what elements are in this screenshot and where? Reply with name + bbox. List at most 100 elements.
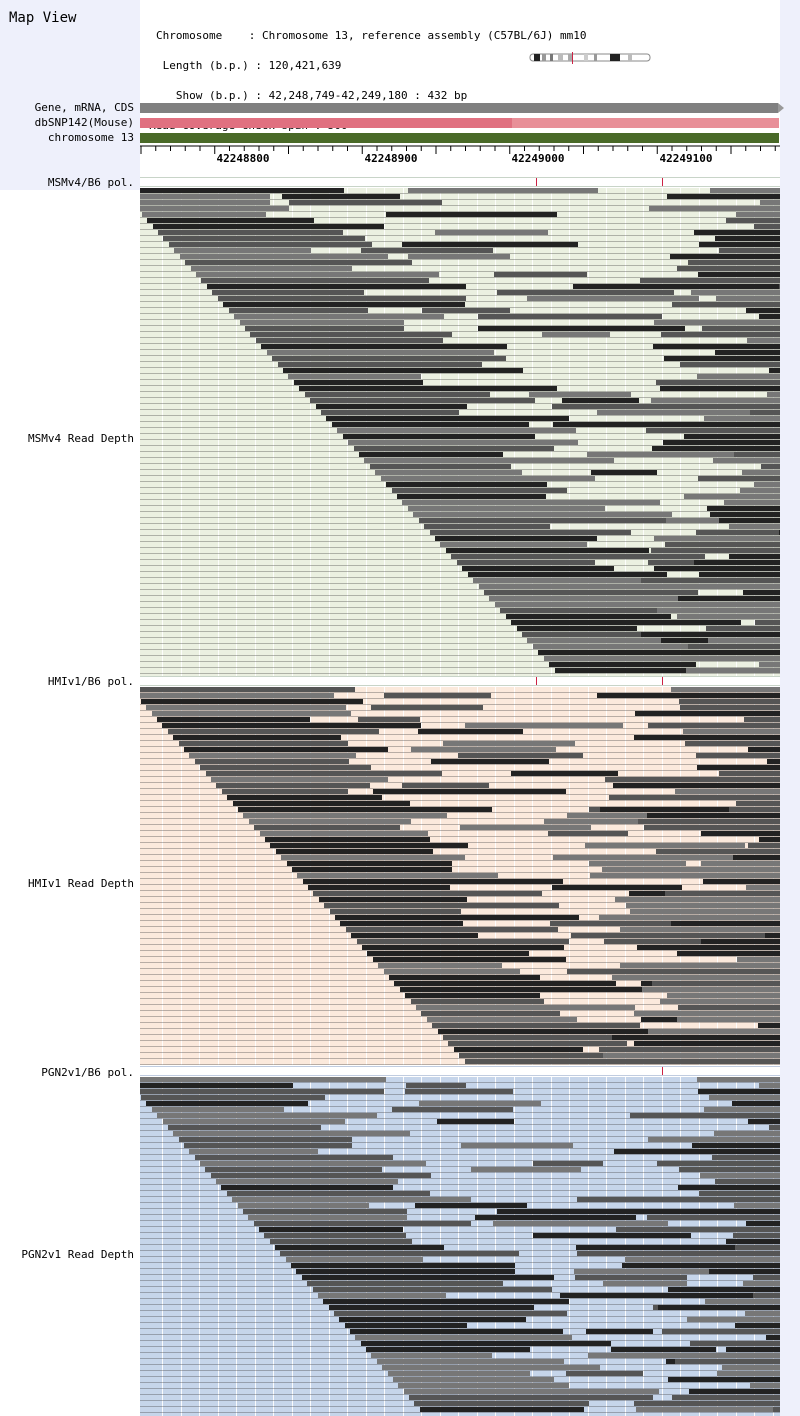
sequence-read[interactable] bbox=[613, 783, 780, 788]
sequence-read[interactable] bbox=[656, 849, 780, 854]
sequence-read[interactable] bbox=[634, 1041, 780, 1046]
sequence-read[interactable] bbox=[382, 1365, 600, 1370]
sequence-read[interactable] bbox=[694, 230, 780, 235]
sequence-read[interactable] bbox=[719, 248, 780, 253]
sequence-read[interactable] bbox=[207, 284, 466, 289]
sequence-read[interactable] bbox=[460, 825, 591, 830]
snp-track-bar[interactable] bbox=[140, 118, 512, 128]
sequence-read[interactable] bbox=[179, 741, 348, 746]
sequence-read[interactable] bbox=[437, 1119, 514, 1124]
sequence-read[interactable] bbox=[392, 488, 567, 493]
sequence-read[interactable] bbox=[685, 741, 780, 746]
sequence-read[interactable] bbox=[603, 1281, 687, 1286]
sequence-read[interactable] bbox=[184, 747, 388, 752]
sequence-read[interactable] bbox=[533, 644, 780, 649]
sequence-read[interactable] bbox=[754, 482, 780, 487]
sequence-read[interactable] bbox=[462, 566, 614, 571]
sequence-read[interactable] bbox=[707, 506, 780, 511]
sequence-read[interactable] bbox=[676, 1401, 780, 1406]
sequence-read[interactable] bbox=[296, 1269, 515, 1274]
sequence-read[interactable] bbox=[361, 248, 493, 253]
sequence-read[interactable] bbox=[714, 1131, 780, 1136]
sequence-read[interactable] bbox=[732, 1101, 780, 1106]
sequence-read[interactable] bbox=[227, 1191, 430, 1196]
sequence-read[interactable] bbox=[140, 206, 289, 211]
sequence-read[interactable] bbox=[321, 410, 459, 415]
sequence-read[interactable] bbox=[767, 759, 780, 764]
sequence-read[interactable] bbox=[493, 1221, 668, 1226]
sequence-read[interactable] bbox=[189, 753, 356, 758]
sequence-read[interactable] bbox=[740, 488, 780, 493]
sequence-read[interactable] bbox=[330, 909, 461, 914]
sequence-read[interactable] bbox=[294, 380, 423, 385]
sequence-read[interactable] bbox=[679, 1167, 780, 1172]
sequence-read[interactable] bbox=[367, 951, 529, 956]
sequence-read[interactable] bbox=[745, 1311, 780, 1316]
sequence-read[interactable] bbox=[184, 1143, 352, 1148]
sequence-read[interactable] bbox=[200, 1161, 426, 1166]
sequence-read[interactable] bbox=[769, 1125, 780, 1130]
sequence-read[interactable] bbox=[371, 1353, 492, 1358]
sequence-read[interactable] bbox=[611, 1347, 716, 1352]
sequence-read[interactable] bbox=[653, 344, 780, 349]
sequence-read[interactable] bbox=[683, 729, 780, 734]
sequence-read[interactable] bbox=[680, 362, 780, 367]
sequence-read[interactable] bbox=[759, 662, 780, 667]
sequence-read[interactable] bbox=[332, 422, 529, 427]
sequence-read[interactable] bbox=[686, 668, 780, 673]
sequence-read[interactable] bbox=[307, 1281, 503, 1286]
sequence-read[interactable] bbox=[573, 284, 779, 289]
sequence-read[interactable] bbox=[361, 1341, 611, 1346]
sequence-read[interactable] bbox=[378, 963, 502, 968]
sequence-read[interactable] bbox=[243, 1209, 407, 1214]
sequence-read[interactable] bbox=[299, 386, 557, 391]
sequence-read[interactable] bbox=[677, 614, 780, 619]
sequence-read[interactable] bbox=[173, 735, 341, 740]
sequence-read[interactable] bbox=[684, 434, 780, 439]
sequence-read[interactable] bbox=[339, 1317, 526, 1322]
sequence-read[interactable] bbox=[500, 608, 715, 613]
sequence-read[interactable] bbox=[174, 248, 311, 253]
sequence-read[interactable] bbox=[140, 687, 355, 692]
sequence-read[interactable] bbox=[153, 224, 384, 229]
sequence-read[interactable] bbox=[140, 1077, 386, 1082]
sequence-read[interactable] bbox=[678, 596, 780, 601]
polymorphism-mark[interactable] bbox=[536, 178, 537, 186]
sequence-read[interactable] bbox=[702, 326, 780, 331]
sequence-read[interactable] bbox=[766, 1335, 780, 1340]
sequence-read[interactable] bbox=[256, 338, 443, 343]
sequence-read[interactable] bbox=[736, 212, 780, 217]
sequence-read[interactable] bbox=[427, 1017, 577, 1022]
sequence-read[interactable] bbox=[506, 614, 671, 619]
sequence-read[interactable] bbox=[278, 362, 482, 367]
sequence-read[interactable] bbox=[465, 1059, 674, 1064]
sequence-read[interactable] bbox=[218, 296, 466, 301]
sequence-read[interactable] bbox=[630, 1113, 780, 1118]
sequence-read[interactable] bbox=[168, 1125, 321, 1130]
polymorphism-mark[interactable] bbox=[662, 178, 663, 186]
sequence-read[interactable] bbox=[451, 554, 705, 559]
sequence-read[interactable] bbox=[544, 656, 700, 661]
sequence-read[interactable] bbox=[646, 428, 780, 433]
sequence-read[interactable] bbox=[250, 332, 452, 337]
sequence-read[interactable] bbox=[291, 1263, 515, 1268]
sequence-read[interactable] bbox=[737, 957, 780, 962]
sequence-read[interactable] bbox=[656, 380, 780, 385]
sequence-read[interactable] bbox=[232, 1197, 471, 1202]
sequence-read[interactable] bbox=[158, 230, 343, 235]
sequence-read[interactable] bbox=[562, 398, 639, 403]
sequence-read[interactable] bbox=[696, 530, 779, 535]
sequence-read[interactable] bbox=[761, 464, 780, 469]
polymorphism-mark[interactable] bbox=[662, 1067, 663, 1075]
sequence-read[interactable] bbox=[289, 200, 442, 205]
sequence-read[interactable] bbox=[261, 344, 507, 349]
sequence-read[interactable] bbox=[272, 356, 506, 361]
sequence-read[interactable] bbox=[405, 993, 540, 998]
sequence-read[interactable] bbox=[679, 699, 780, 704]
sequence-read[interactable] bbox=[377, 1359, 564, 1364]
sequence-read[interactable] bbox=[431, 759, 549, 764]
sequence-read[interactable] bbox=[654, 320, 780, 325]
sequence-read[interactable] bbox=[698, 476, 780, 481]
sequence-read[interactable] bbox=[660, 386, 780, 391]
sequence-read[interactable] bbox=[495, 602, 694, 607]
